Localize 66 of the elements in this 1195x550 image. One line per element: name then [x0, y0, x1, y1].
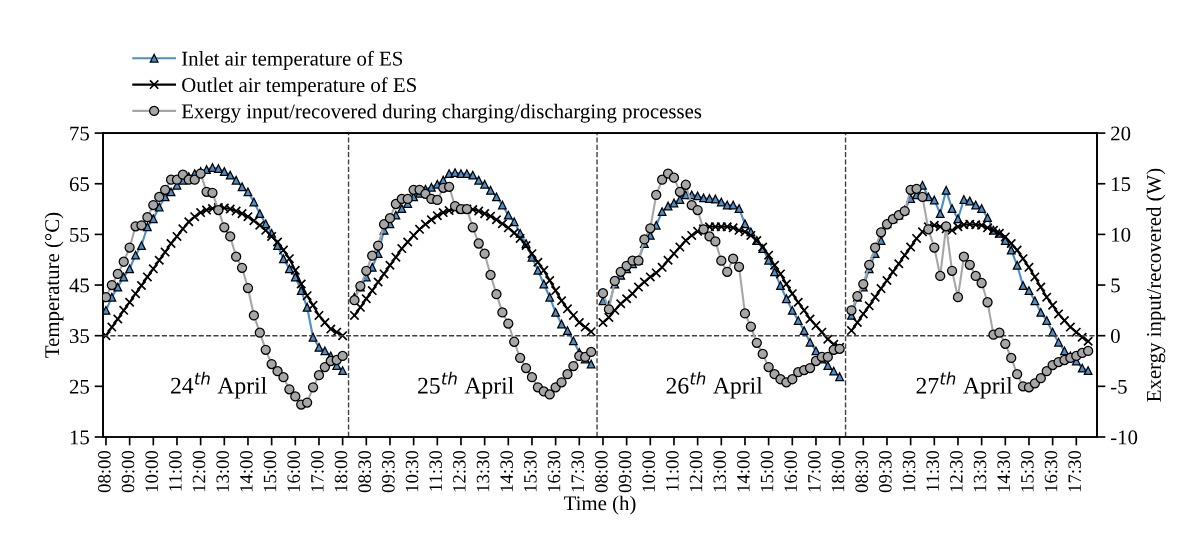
y-tick-label: 25 — [69, 379, 89, 394]
y2-axis-title: Exergy input/recovered (W) — [1146, 168, 1166, 402]
x-tick-label: 18:00 — [831, 450, 845, 492]
x-tick-label: 08:30 — [855, 450, 869, 493]
x-tick-label: 09:30 — [382, 450, 395, 493]
x-tick-label: 16:00 — [287, 450, 301, 492]
y-tick-label: 35 — [69, 329, 89, 344]
x-tick-label: 09:00 — [618, 450, 632, 493]
x-tick-label: 15:30 — [524, 450, 537, 492]
x-tick-label: 10:00 — [642, 450, 656, 492]
x-tick-label: 13:30 — [476, 450, 490, 492]
y-tick-label: 65 — [69, 177, 89, 192]
x-tick-label: 16:30 — [1044, 450, 1058, 492]
y-tick-label: 55 — [70, 227, 89, 242]
x-tick-label: 15:00 — [263, 450, 277, 492]
x-tick-label: 13:00 — [216, 450, 230, 492]
x-tick-label: 11:30 — [429, 450, 443, 491]
x-tick-label: 16:00 — [784, 450, 798, 492]
x-tick-label: 17:30 — [571, 450, 585, 492]
x-tick-label: 08:30 — [358, 450, 372, 493]
x-tick-label: 17:00 — [311, 450, 324, 492]
x-tick-label: 14:30 — [500, 450, 514, 492]
x-tick-label: 13:00 — [713, 450, 727, 492]
x-tick-label: 09:30 — [879, 450, 892, 493]
x-tick-label: 10:30 — [405, 450, 419, 492]
x-tick-label: 12:30 — [453, 450, 466, 492]
x-tick-label: 18:00 — [334, 450, 348, 492]
x-tick-label: 15:30 — [1021, 450, 1034, 492]
x-tick-label: 09:00 — [121, 450, 135, 493]
y2-tick-label: 5 — [1111, 278, 1120, 293]
x-tick-label: 08:00 — [595, 450, 608, 493]
y2-tick-label: -10 — [1110, 430, 1138, 445]
x-tick-label: 11:30 — [926, 450, 940, 491]
legend-label: Exergy input/recovered during charging/discharging processes — [181, 103, 702, 123]
legend-label: Inlet air temperature of ES — [181, 50, 403, 70]
x-tick-label: 14:30 — [997, 450, 1011, 492]
y-tick-label: 75 — [70, 126, 89, 141]
y2-tick-label: 20 — [1111, 126, 1131, 141]
x-tick-label: 10:00 — [145, 450, 159, 492]
x-tick-label: 12:30 — [950, 450, 963, 492]
x-tick-label: 11:00 — [169, 450, 182, 491]
x-tick-label: 14:00 — [737, 450, 750, 492]
annotation: 26$^{th}$ April — [666, 371, 763, 399]
x-tick-label: 12:00 — [689, 450, 703, 492]
annotation: 25$^{th}$ April — [418, 371, 514, 399]
x-tick-label: 08:00 — [98, 450, 111, 493]
y2-tick-label: 0 — [1111, 329, 1120, 344]
y-axis-title: Temperature (°C) — [44, 212, 64, 358]
annotation: 27$^{th}$ April — [916, 371, 1013, 399]
x-tick-label: 16:30 — [547, 450, 561, 492]
y2-tick-label: 15 — [1112, 177, 1131, 192]
x-tick-label: 17:00 — [808, 450, 821, 492]
legend-label: Outlet air temperature of ES — [182, 77, 416, 97]
x-axis-title: Time (h) — [564, 495, 636, 515]
x-tick-label: 12:00 — [192, 450, 206, 492]
x-tick-label: 15:00 — [760, 450, 774, 492]
x-tick-label: 10:30 — [902, 450, 916, 492]
x-tick-label: 17:30 — [1068, 450, 1082, 492]
y-tick-label: 45 — [69, 278, 89, 293]
x-tick-label: 14:00 — [240, 450, 253, 492]
annotation: 24$^{th}$ April — [171, 371, 267, 399]
x-tick-label: 13:30 — [973, 450, 987, 492]
y-tick-label: 15 — [70, 430, 89, 445]
x-tick-label: 11:00 — [666, 450, 679, 491]
y2-tick-label: 10 — [1112, 227, 1131, 242]
y2-tick-label: -5 — [1110, 379, 1127, 394]
